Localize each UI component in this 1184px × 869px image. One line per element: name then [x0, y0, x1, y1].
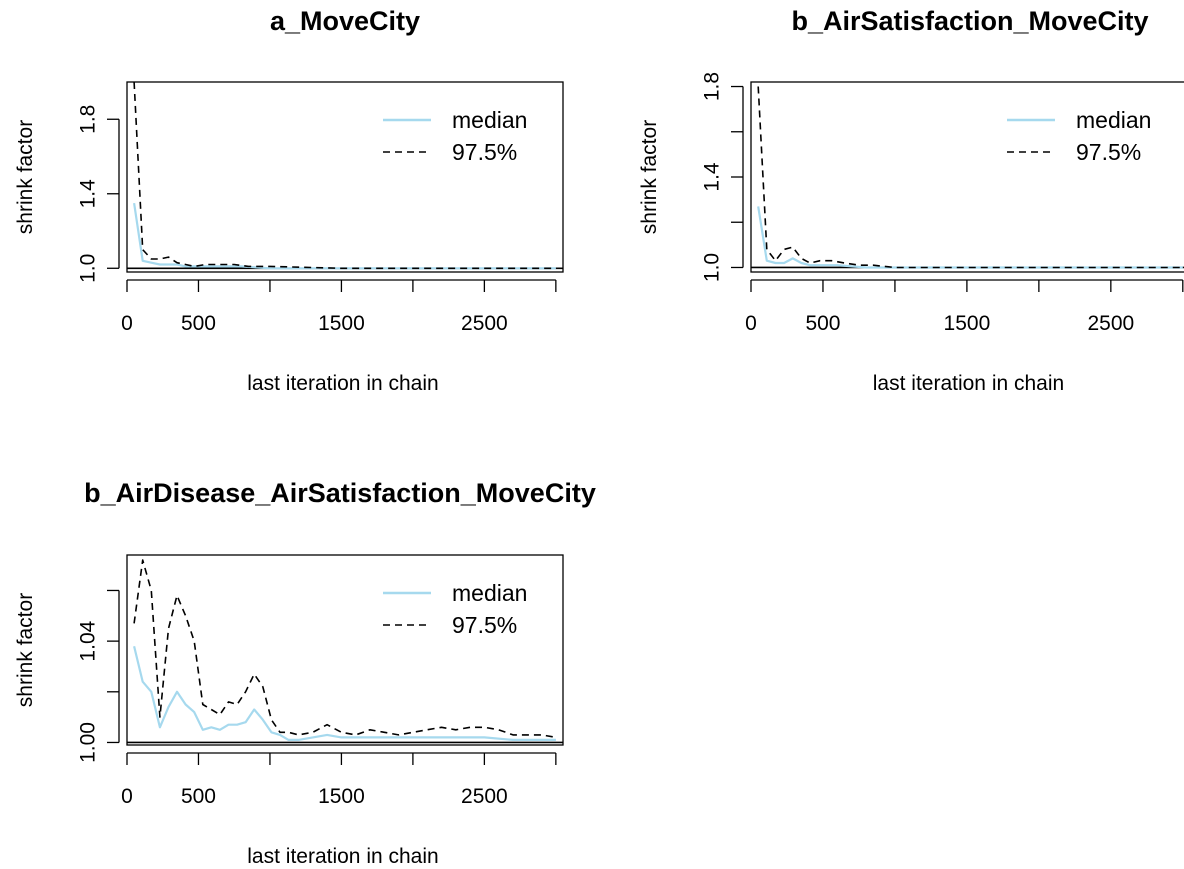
y-tick-label: 1.00: [77, 722, 100, 763]
y-axis-label: shrink factor: [638, 120, 661, 234]
x-axis-label: last iteration in chain: [247, 372, 438, 395]
x-tick-label: 1500: [318, 312, 365, 335]
series-line-97-5: [757, 86, 1183, 269]
x-tick-label: 2500: [1087, 312, 1134, 335]
y-tick-label: 1.8: [701, 72, 724, 101]
series-line-97-5: [133, 559, 557, 739]
y-tick-label: 1.4: [701, 162, 724, 192]
y-axis-label: shrink factor: [14, 593, 37, 707]
series-line-median: [133, 645, 556, 742]
x-tick-label: 0: [745, 312, 757, 335]
chart-title: a_MoveCity: [270, 6, 420, 36]
x-tick-label: 500: [805, 312, 840, 335]
x-tick-label: 0: [121, 312, 133, 335]
x-tick-label: 1500: [944, 312, 991, 335]
plot-frame: [750, 81, 1184, 273]
x-axis-label: last iteration in chain: [247, 845, 438, 868]
plot-frame: [126, 554, 564, 746]
series-line-median: [133, 202, 556, 270]
legend-label-median: median: [452, 107, 527, 133]
x-tick-label: 2500: [461, 785, 508, 808]
x-tick-label: 2500: [461, 312, 508, 335]
legend-label-97-5: 97.5%: [452, 139, 517, 165]
chart-title: b_AirSatisfaction_MoveCity: [791, 6, 1148, 36]
panel-a-movecity: a_MoveCity 0 500 1500 2500 1.0 1.4 1.8 last iter…: [14, 6, 564, 395]
y-axis-label: shrink factor: [14, 120, 37, 234]
y-tick-label: 1.0: [701, 253, 724, 282]
legend-label-median: median: [1076, 107, 1151, 133]
x-axis-label: last iteration in chain: [873, 372, 1064, 395]
chart-title: b_AirDisease_AirSatisfaction_MoveCity: [84, 478, 596, 508]
y-tick-label: 1.04: [77, 620, 100, 661]
series-line-97-5: [133, 81, 556, 270]
y-tick-label: 1.0: [77, 254, 100, 283]
y-tick-label: 1.8: [77, 105, 100, 134]
x-tick-label: 0: [121, 785, 133, 808]
panel-b-airsatisfaction-movecity: b_AirSatisfaction_MoveCity 0 500 1500 2500 1.…: [638, 6, 1184, 395]
legend-label-97-5: 97.5%: [1076, 139, 1141, 165]
panel-b-airdisease-airsatisfaction-movecity: b_AirDisease_AirSatisfaction_MoveCity 0 50…: [14, 478, 596, 868]
x-tick-label: 500: [181, 312, 216, 335]
x-tick-label: 1500: [318, 785, 365, 808]
plot-frame: [126, 81, 564, 273]
legend-label-median: median: [452, 580, 527, 606]
y-tick-label: 1.4: [77, 179, 100, 209]
legend-label-97-5: 97.5%: [452, 612, 517, 638]
x-tick-label: 500: [181, 785, 216, 808]
series-line-median: [757, 206, 1183, 269]
